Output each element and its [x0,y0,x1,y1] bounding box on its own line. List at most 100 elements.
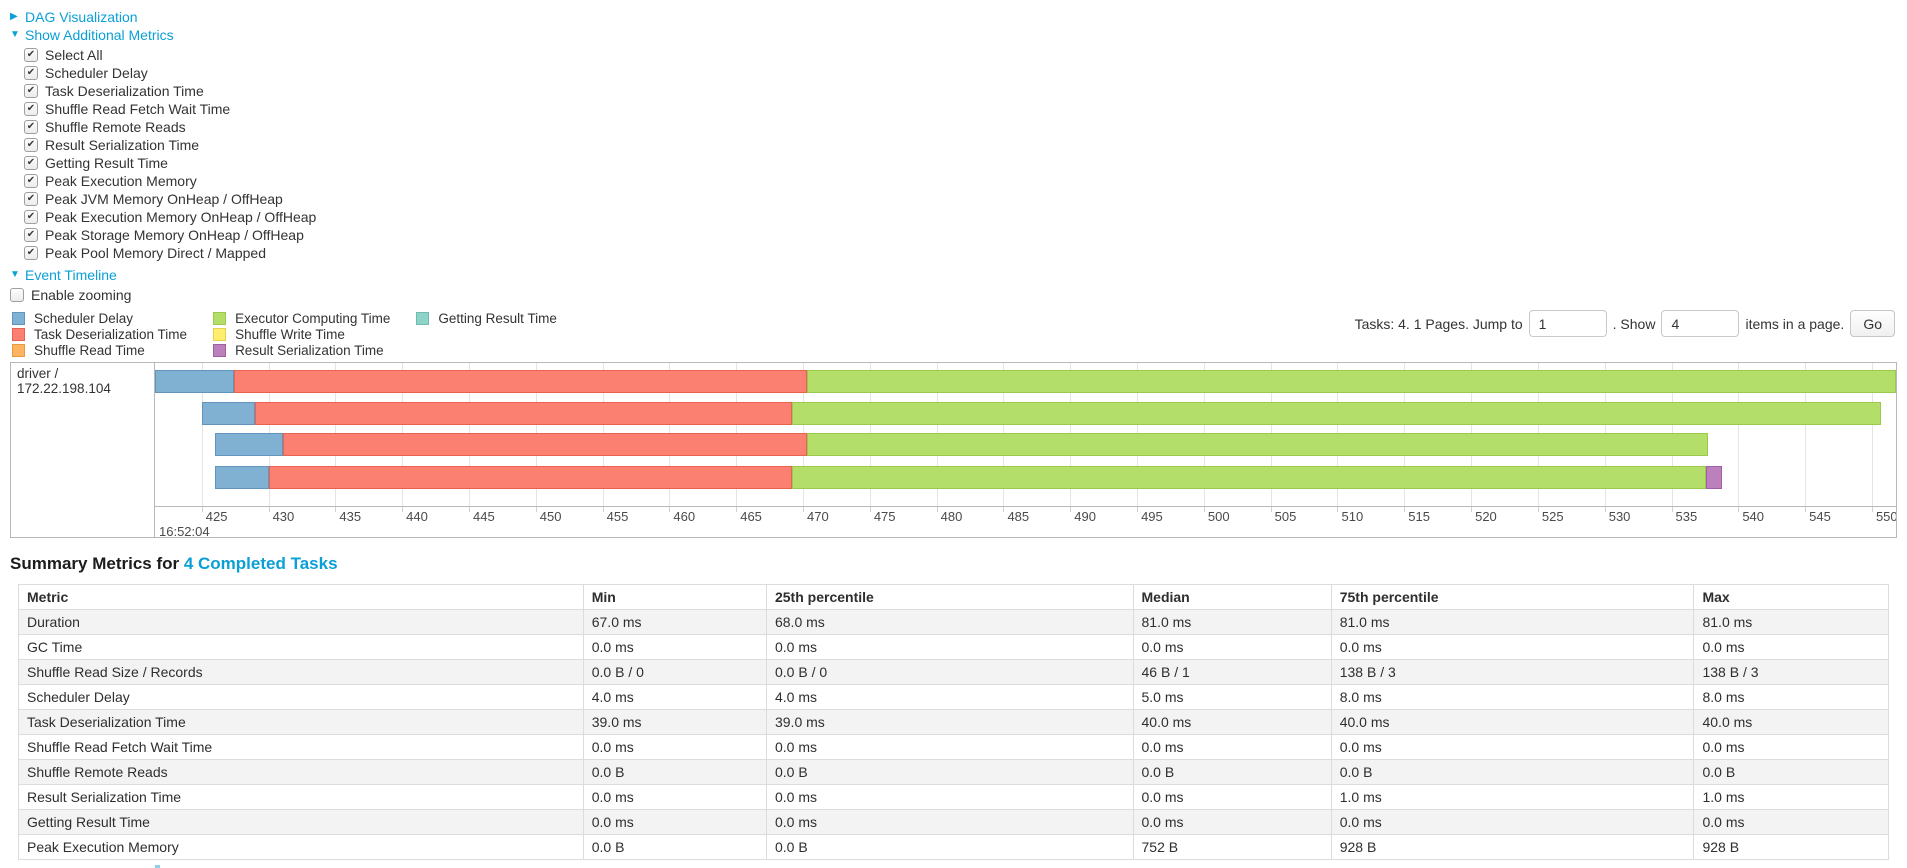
metric-checkbox[interactable]: ✔ [24,120,38,134]
table-header-cell: 25th percentile [765,584,1134,610]
timeline-bar-segment-executor_computing[interactable] [792,466,1707,489]
axis-tick-label: 435 [339,509,362,524]
axis-tick-mark [1604,507,1606,512]
axis-tick-label: 450 [539,509,562,524]
metric-checkbox-row[interactable]: ✔ Getting Result Time [24,154,1897,172]
metric-checkbox-row[interactable]: ✔ Select All [24,46,1897,64]
axis-tick-mark [1738,507,1740,512]
metric-value-cell: 0.0 ms [1693,809,1889,835]
metric-checkbox[interactable]: ✔ [24,84,38,98]
timeline-bar-segment-executor_computing[interactable] [807,370,1896,393]
metric-checkbox-label: Shuffle Read Fetch Wait Time [45,101,231,117]
dag-visualization-toggle[interactable]: ▶ DAG Visualization [10,8,138,26]
table-header-cell: Min [582,584,767,610]
event-timeline-toggle[interactable]: ▼ Event Timeline [10,266,117,284]
timeline-bar-segment-task_deserialization[interactable] [233,370,808,393]
metric-checkbox[interactable]: ✔ [24,66,38,80]
metric-checkbox[interactable]: ✔ [24,228,38,242]
metric-checkbox[interactable]: ✔ [24,102,38,116]
metric-name-cell: Shuffle Remote Reads [18,759,584,785]
metric-checkbox[interactable]: ✔ [24,174,38,188]
metric-value-cell: 68.0 ms [765,609,1134,635]
table-row: Shuffle Read Fetch Wait Time 0.0 ms 0.0 ms… [18,734,1889,760]
legend-swatch-icon [213,327,227,341]
legend-item: Result Serialization Time [213,342,390,358]
items-per-page-input[interactable] [1661,310,1740,337]
timeline-bar-segment-executor_computing[interactable] [792,402,1882,425]
metric-value-cell: 81.0 ms [1132,609,1332,635]
metric-checkbox-label: Peak Storage Memory OnHeap / OffHeap [45,227,304,243]
axis-tick-label: 465 [740,509,762,524]
metric-name-cell: Result Serialization Time [18,784,584,810]
timeline-bar-segment-scheduler_delay[interactable] [215,466,269,489]
timeline-task-row [155,433,1896,456]
table-row: Getting Result Time 0.0 ms 0.0 ms 0.0 ms 0.0… [18,809,1889,835]
legend-item: Scheduler Delay [12,310,187,326]
enable-zooming-row[interactable]: Enable zooming [10,286,1897,304]
metric-checkbox-row[interactable]: ✔ Peak Storage Memory OnHeap / OffHeap [24,226,1897,244]
axis-tick-mark [1203,507,1205,512]
timeline-bar-segment-scheduler_delay[interactable] [155,370,234,393]
metric-checkbox-label: Result Serialization Time [45,137,200,153]
metric-value-cell: 0.0 B / 0 [582,659,767,685]
event-timeline-chart: driver / 172.22.198.104 425 430 435 440 445 4… [10,362,1897,538]
metric-name-cell: Peak Execution Memory [18,834,584,860]
metric-checkbox-label: Shuffle Remote Reads [45,119,186,135]
axis-tick-label: 535 [1675,509,1698,524]
table-row: Peak Execution Memory 0.0 B 0.0 B 752 B 928 … [18,834,1889,860]
metric-checkbox-row[interactable]: ✔ Result Serialization Time [24,136,1897,154]
metric-checkbox-row[interactable]: ✔ Task Deserialization Time [24,82,1897,100]
timeline-bar-segment-task_deserialization[interactable] [255,402,793,425]
metric-checkbox-row[interactable]: ✔ Peak JVM Memory OnHeap / OffHeap [24,190,1897,208]
metric-value-cell: 40.0 ms [1132,709,1332,735]
show-additional-metrics-toggle[interactable]: ▼ Show Additional Metrics [10,26,174,44]
metric-checkbox[interactable]: ✔ [24,192,38,206]
metric-checkbox-row[interactable]: ✔ Scheduler Delay [24,64,1897,82]
timeline-bar-segment-result_serialization[interactable] [1706,466,1723,489]
jump-to-page-input[interactable] [1528,310,1607,337]
show-text: . Show [1612,315,1656,332]
metric-checkbox-label: Peak Pool Memory Direct / Mapped [45,245,266,261]
event-timeline-label: Event Timeline [25,267,117,283]
metric-checkbox[interactable]: ✔ [24,138,38,152]
metric-checkbox-row[interactable]: ✔ Peak Pool Memory Direct / Mapped [24,244,1897,262]
metric-value-cell: 0.0 ms [1330,809,1695,835]
metric-value-cell: 138 B / 3 [1330,659,1695,685]
metric-checkbox[interactable]: ✔ [24,210,38,224]
metric-value-cell: 46 B / 1 [1132,659,1332,685]
axis-tick-label: 425 [205,509,228,524]
metric-value-cell: 0.0 ms [1693,734,1889,760]
metric-checkbox-row[interactable]: ✔ Peak Execution Memory [24,172,1897,190]
metric-value-cell: 0.0 ms [765,784,1134,810]
metric-checkbox[interactable]: ✔ [24,48,38,62]
axis-tick-label: 470 [807,509,829,524]
metric-value-cell: 0.0 B [582,834,767,860]
timeline-bar-segment-scheduler_delay[interactable] [201,402,256,425]
metric-checkbox[interactable]: ✔ [24,156,38,170]
show-additional-metrics-label: Show Additional Metrics [25,27,174,43]
metric-checkbox-row[interactable]: ✔ Peak Execution Memory OnHeap / OffHeap [24,208,1897,226]
timeline-bar-segment-scheduler_delay[interactable] [215,433,284,456]
legend-label: Task Deserialization Time [34,326,188,342]
metric-name-cell: Shuffle Read Size / Records [18,659,584,685]
completed-tasks-link[interactable]: 4 Completed Tasks [183,554,338,573]
enable-zooming-checkbox[interactable] [10,288,24,302]
axis-tick-label: 505 [1274,509,1297,524]
timeline-bar-segment-executor_computing[interactable] [807,433,1708,456]
timeline-bar-segment-task_deserialization[interactable] [283,433,808,456]
axis-tick-label: 445 [472,509,495,524]
metric-value-cell: 67.0 ms [582,609,767,635]
metric-name-cell: Duration [18,609,584,635]
metric-checkbox[interactable]: ✔ [24,246,38,260]
axis-tick-mark [1003,507,1005,512]
metric-name-cell: Shuffle Read Fetch Wait Time [18,734,584,760]
legend-swatch-icon [213,343,227,357]
legend-item: Shuffle Write Time [213,326,390,342]
metric-checkbox-row[interactable]: ✔ Shuffle Read Fetch Wait Time [24,100,1897,118]
table-row: Duration 67.0 ms 68.0 ms 81.0 ms 81.0 ms 81.0… [18,609,1889,635]
metric-checkbox-row[interactable]: ✔ Shuffle Remote Reads [24,118,1897,136]
table-header-cell: 75th percentile [1330,584,1695,610]
metric-name-cell: GC Time [18,634,584,660]
timeline-bar-segment-task_deserialization[interactable] [268,466,793,489]
go-button[interactable]: Go [1850,310,1895,337]
